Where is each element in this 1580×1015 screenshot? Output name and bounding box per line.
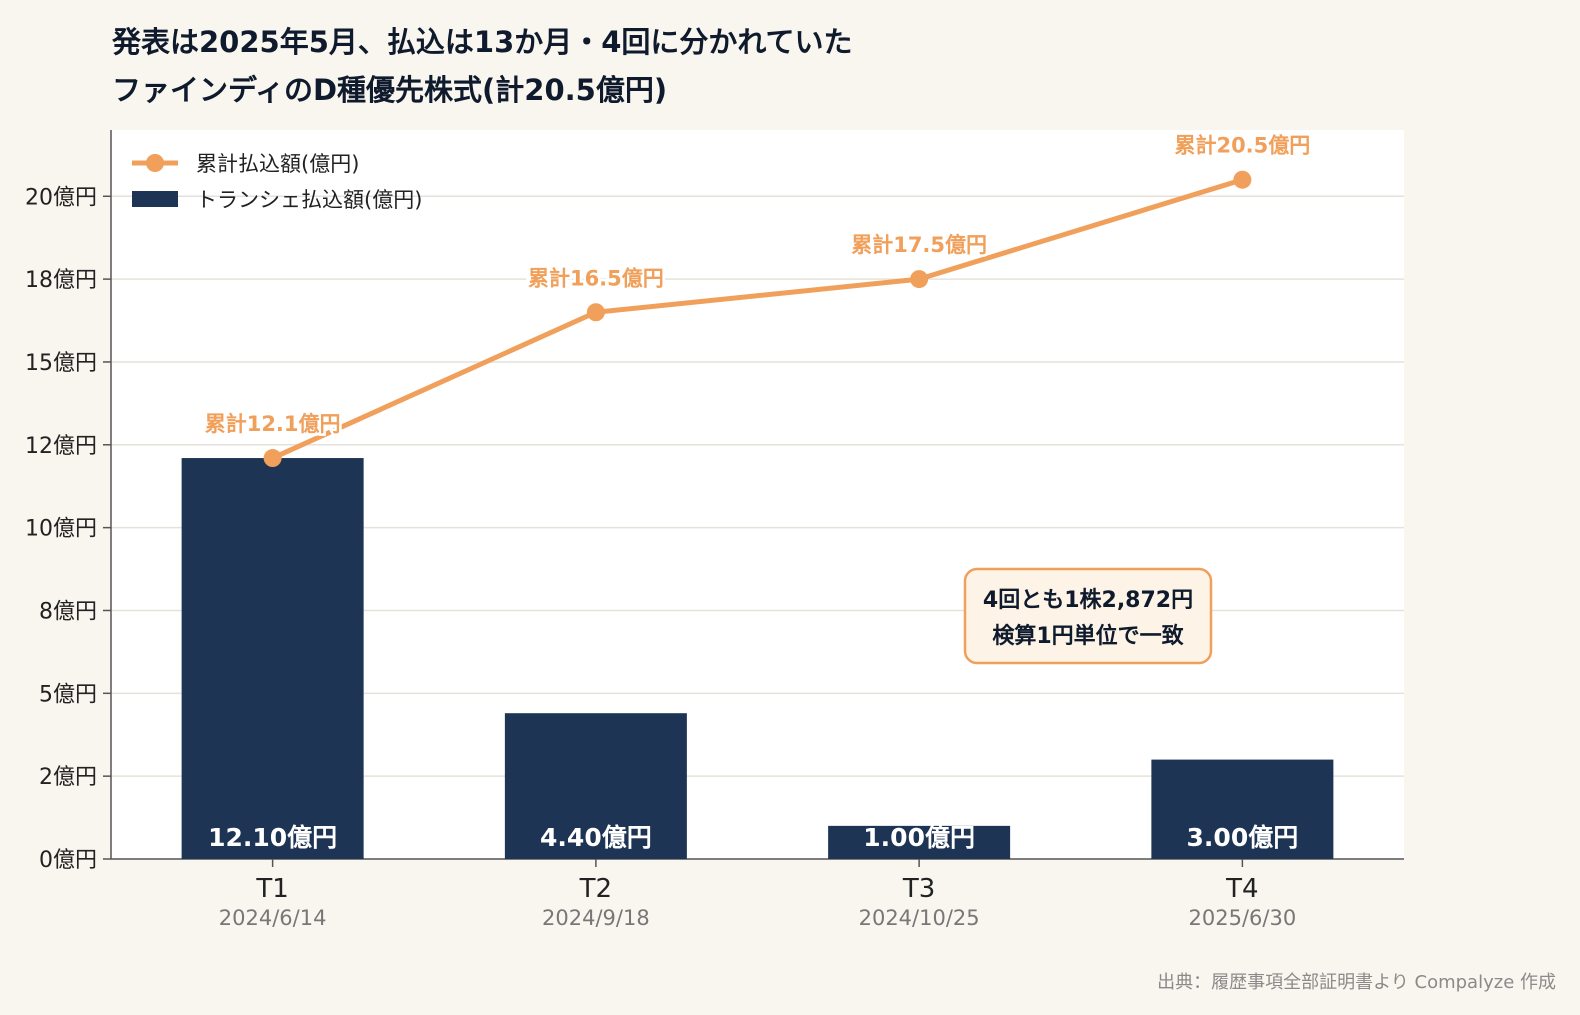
- annotation-box: [963, 567, 1213, 665]
- cumulative-line: [270, 177, 1245, 461]
- bar-value-label: 4.40億円: [540, 823, 652, 852]
- x-tick-label: T3: [902, 874, 935, 904]
- y-tick-label: 10億円: [25, 517, 97, 542]
- cumulative-point: [586, 303, 605, 322]
- cumulative-point: [263, 449, 282, 468]
- annotation-line2: 検算1円単位で一致: [992, 623, 1184, 649]
- y-tick-label: 0億円: [39, 848, 97, 873]
- bar-t3: [828, 825, 1011, 859]
- cumulative-point: [910, 270, 929, 289]
- x-date-label: 2025/6/30: [1189, 906, 1297, 930]
- annotation-line1: 4回とも1株2,872円: [983, 588, 1193, 613]
- y-tick-label: 12億円: [25, 434, 97, 459]
- x-tick-label: T2: [579, 874, 612, 904]
- y-tick-label: 2億円: [39, 765, 97, 790]
- bar-value-label: 1.00億円: [863, 823, 975, 852]
- y-tick-label: 8億円: [39, 599, 97, 624]
- bar-t1: [181, 458, 364, 859]
- y-tick-label: 18億円: [25, 268, 97, 293]
- legend-bar-swatch: [132, 191, 178, 207]
- y-tick-label: 5億円: [39, 682, 97, 707]
- legend-line-marker: [146, 154, 164, 172]
- y-tick-label: 15億円: [25, 351, 97, 376]
- x-date-label: 2024/10/25: [859, 906, 980, 930]
- x-tick-label: T1: [255, 874, 288, 904]
- legend-label-tranche: トランシェ払込額(億円): [196, 188, 422, 212]
- bar-value-label: 12.10億円: [208, 823, 337, 852]
- cumulative-value-label: 累計17.5億円: [851, 233, 987, 257]
- y-tick-label: 20億円: [25, 185, 97, 210]
- x-date-label: 2024/9/18: [542, 906, 650, 930]
- cumulative-point: [1233, 170, 1252, 189]
- x-tick-label: T4: [1225, 874, 1258, 904]
- chart-title-line2: ファインディのD種優先株式(計20.5億円): [112, 73, 668, 107]
- bar-value-label: 3.00億円: [1187, 823, 1299, 852]
- chart-title-line1: 発表は2025年5月、払込は13か月・4回に分かれていた: [112, 25, 853, 59]
- legend-label-cumulative: 累計払込額(億円): [196, 152, 359, 176]
- cumulative-value-label: 累計16.5億円: [528, 266, 664, 290]
- source-note: 出典：履歴事項全部証明書より Compalyze 作成: [1157, 972, 1556, 993]
- bar-t2: [504, 713, 687, 859]
- bar-t4: [1151, 759, 1334, 859]
- cumulative-value-label: 累計20.5億円: [1174, 134, 1310, 158]
- cumulative-value-label: 累計12.1億円: [205, 412, 341, 436]
- chart-title: 発表は2025年5月、払込は13か月・4回に分かれていた ファインディのD種優先…: [112, 18, 853, 114]
- x-date-label: 2024/6/14: [219, 906, 327, 930]
